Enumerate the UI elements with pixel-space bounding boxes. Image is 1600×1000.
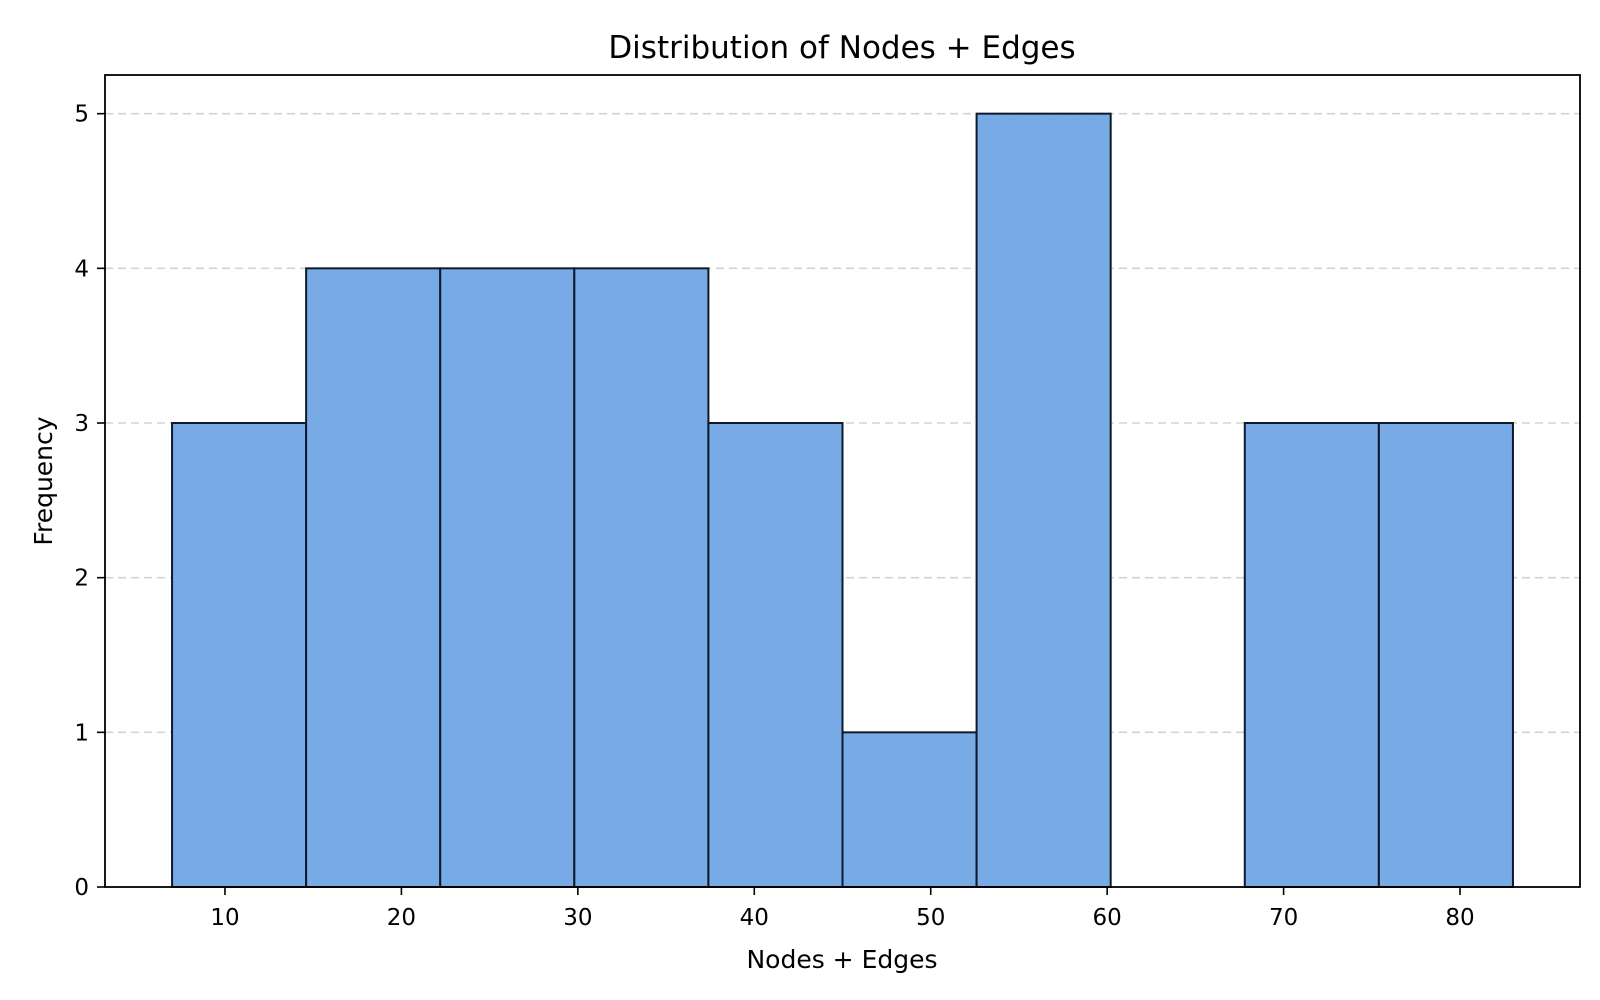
histogram-bar <box>306 268 440 887</box>
x-tick-label: 20 <box>387 905 416 931</box>
histogram-bar <box>172 423 306 887</box>
x-tick-label: 50 <box>916 905 945 931</box>
x-tick-label: 70 <box>1269 905 1298 931</box>
histogram-bar <box>1379 423 1513 887</box>
y-tick-label: 5 <box>74 102 89 128</box>
histogram-bar <box>1245 423 1379 887</box>
x-tick-label: 10 <box>210 905 239 931</box>
histogram-bar <box>977 114 1111 887</box>
x-tick-label: 80 <box>1445 905 1474 931</box>
chart-title: Distribution of Nodes + Edges <box>608 30 1075 66</box>
y-tick-label: 4 <box>74 256 89 282</box>
y-tick-label: 3 <box>74 411 89 437</box>
x-tick-label: 60 <box>1093 905 1122 931</box>
y-axis-ticks: 0 1 2 3 4 5 <box>74 102 105 901</box>
histogram-bar <box>440 268 574 887</box>
x-axis-ticks: 10 20 30 40 50 60 70 80 <box>210 887 1474 931</box>
histogram-bar <box>708 423 842 887</box>
x-tick-label: 30 <box>563 905 592 931</box>
histogram-bar <box>843 732 977 887</box>
x-tick-label: 40 <box>740 905 769 931</box>
histogram-bars <box>172 114 1513 887</box>
y-tick-label: 0 <box>74 875 89 901</box>
histogram-bar <box>574 268 708 887</box>
y-axis-label: Frequency <box>29 416 58 545</box>
y-tick-label: 1 <box>74 720 89 746</box>
x-axis-label: Nodes + Edges <box>746 945 937 974</box>
y-tick-label: 2 <box>74 566 89 592</box>
